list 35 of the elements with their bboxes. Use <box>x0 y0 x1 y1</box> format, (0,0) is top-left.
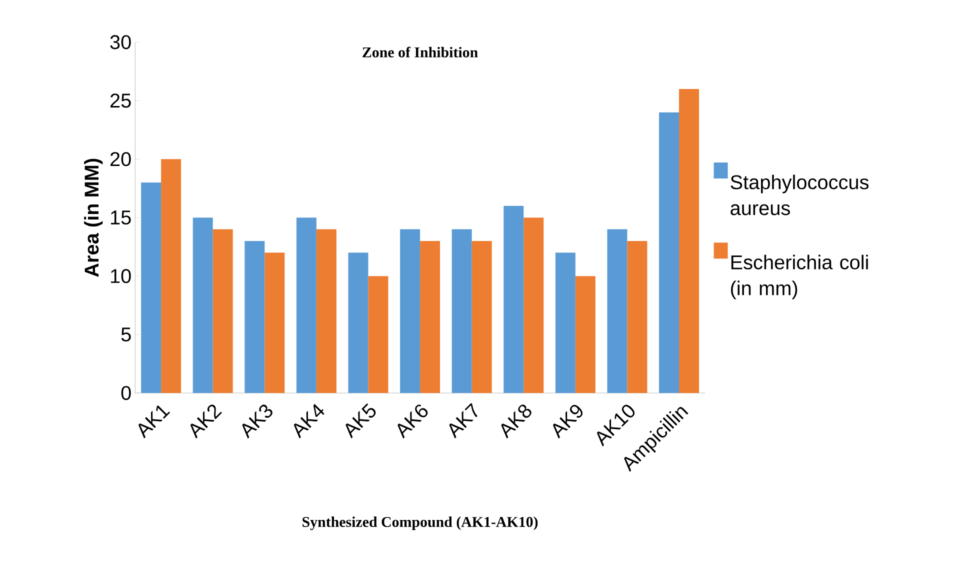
bar <box>627 240 648 393</box>
bar <box>504 206 524 393</box>
bar <box>296 218 316 393</box>
bar <box>452 229 472 393</box>
bar <box>316 229 336 393</box>
y-tick-label: 0 <box>121 386 131 400</box>
x-tick-label: AK1 <box>138 405 170 438</box>
legend-label: Staphylococcus aureus <box>730 174 869 216</box>
bar <box>555 252 576 393</box>
bar <box>472 240 492 393</box>
bar <box>679 88 700 393</box>
bar <box>192 218 213 393</box>
bar <box>524 218 544 393</box>
bar <box>420 240 440 393</box>
legend-label: Escherichia coli (in mm) <box>731 254 868 300</box>
y-tick-label: 15 <box>110 210 131 224</box>
chart-title: Zone of Inhibition <box>362 46 478 58</box>
y-axis-title: Area (in MM) <box>84 158 103 277</box>
y-tick-label: 30 <box>110 35 131 50</box>
bar <box>368 276 388 393</box>
bar <box>141 182 162 393</box>
y-tick-label: 25 <box>110 94 131 108</box>
bar <box>212 229 233 393</box>
bar <box>244 240 265 393</box>
bar <box>575 276 596 393</box>
bar <box>161 159 182 393</box>
y-tick-label: 10 <box>110 268 131 284</box>
y-tick-label: 5 <box>121 328 131 342</box>
bar <box>348 252 368 393</box>
bar <box>264 252 285 393</box>
bar <box>400 229 420 393</box>
bar <box>607 229 628 393</box>
y-tick-label: 20 <box>110 152 131 166</box>
bar <box>659 112 680 393</box>
x-axis-title: Synthesized Compound (AK1-AK10) <box>302 516 538 530</box>
